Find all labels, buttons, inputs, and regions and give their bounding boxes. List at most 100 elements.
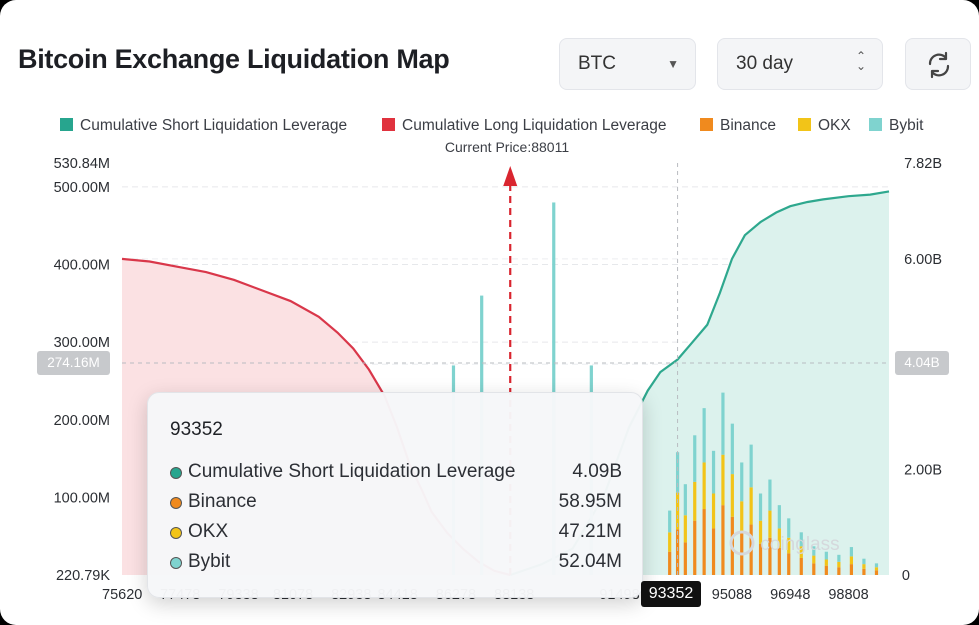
- legend-binance[interactable]: Binance: [700, 117, 776, 135]
- bybit-bar: [702, 408, 706, 463]
- tooltip-row-short: Cumulative Short Liquidation Leverage 4.0…: [170, 461, 622, 485]
- binance-bar: [711, 528, 716, 575]
- page-title: Bitcoin Exchange Liquidation Map: [18, 44, 450, 74]
- binance-bar: [874, 570, 879, 575]
- binance-bar: [683, 542, 687, 575]
- y-left-tick-label: 500.00M: [54, 180, 110, 196]
- bybit-bar: [552, 202, 556, 575]
- watermark-logo: [729, 530, 755, 556]
- bybit-bar: [777, 505, 781, 529]
- x-tick-label: 98808: [828, 587, 868, 603]
- bybit-bar: [730, 423, 734, 475]
- tooltip-row-binance: Binance 58.95M: [170, 491, 622, 515]
- legend-long-cumulative[interactable]: Cumulative Long Liquidation Leverage: [382, 117, 667, 135]
- binance-bar: [693, 520, 697, 575]
- tooltip-dot: [170, 557, 182, 569]
- bybit-bar: [874, 563, 879, 568]
- short-cumulative-area: [510, 191, 889, 575]
- watermark-text: coinglass: [760, 534, 839, 555]
- symbol-select[interactable]: BTC ▼: [559, 38, 696, 90]
- current-price-label: Current Price:88011: [444, 139, 570, 155]
- okx-bar: [777, 528, 781, 548]
- chart-tooltip: 93352 Cumulative Short Liquidation Lever…: [147, 392, 643, 598]
- binance-bar: [721, 505, 725, 575]
- tooltip-dot: [170, 497, 182, 509]
- y-left-tick-label: 200.00M: [54, 413, 110, 429]
- legend-short-cumulative[interactable]: Cumulative Short Liquidation Leverage: [60, 117, 347, 135]
- okx-bar: [668, 532, 672, 552]
- bybit-bar: [758, 493, 763, 521]
- okx-bar: [740, 501, 744, 533]
- okx-bar: [874, 567, 879, 571]
- bybit-bar: [824, 551, 828, 560]
- bybit-bar: [693, 435, 697, 482]
- binance-bar: [837, 567, 841, 575]
- y-left-top-label: 530.84M: [54, 156, 110, 172]
- bybit-bar: [675, 452, 680, 493]
- symbol-select-value: BTC: [578, 53, 616, 74]
- bybit-bar: [740, 462, 744, 502]
- tooltip-row-okx: OKX 47.21M: [170, 521, 622, 545]
- bybit-bar: [799, 532, 803, 547]
- tooltip-dot: [170, 467, 182, 479]
- chart-legend: Cumulative Short Liquidation Leverage Cu…: [0, 117, 979, 137]
- tooltip-dot: [170, 527, 182, 539]
- binance-bar: [799, 557, 803, 575]
- y-right-tick-label: 2.00B: [904, 463, 942, 479]
- bybit-bar: [862, 558, 866, 565]
- binance-bar: [668, 551, 672, 575]
- y-left-tick-label: 100.00M: [54, 490, 110, 506]
- tooltip-title: 93352: [170, 419, 223, 440]
- chevron-down-icon: ▼: [667, 57, 679, 71]
- binance-bar: [849, 564, 854, 575]
- binance-bar: [812, 563, 816, 575]
- okx-bar: [824, 559, 828, 566]
- bybit-bar: [721, 392, 725, 455]
- bybit-bar: [668, 510, 672, 533]
- range-select[interactable]: 30 day ⌃ ⌄: [717, 38, 883, 90]
- x-tick-label: 96948: [770, 587, 810, 603]
- current-price-arrow: [503, 166, 518, 186]
- range-select-value: 30 day: [736, 53, 794, 74]
- x-tick-label: 75620: [102, 587, 142, 603]
- y-right-top-label: 7.82B: [904, 156, 942, 172]
- y-left-tick-label: 400.00M: [54, 258, 110, 274]
- crosshair-x-value: 93352: [641, 581, 701, 607]
- bybit-bar: [849, 547, 854, 557]
- okx-bar: [837, 561, 841, 568]
- okx-bar: [749, 487, 753, 525]
- binance-bar: [787, 553, 791, 575]
- bybit-bar: [812, 546, 816, 556]
- bybit-bar: [787, 518, 791, 538]
- okx-bar: [702, 462, 706, 510]
- bybit-bar: [768, 479, 772, 511]
- refresh-button[interactable]: [905, 38, 971, 90]
- tooltip-row-bybit: Bybit 52.04M: [170, 551, 622, 575]
- okx-bar: [768, 510, 772, 538]
- bybit-bar: [711, 450, 716, 494]
- binance-bar: [824, 565, 828, 575]
- okx-bar: [849, 556, 854, 565]
- legend-bybit[interactable]: Bybit: [869, 117, 923, 135]
- binance-bar: [862, 568, 866, 575]
- binance-bar: [702, 509, 706, 575]
- okx-bar: [711, 493, 716, 529]
- binance-bar: [675, 529, 680, 575]
- legend-okx[interactable]: OKX: [798, 117, 851, 135]
- okx-bar: [758, 520, 763, 544]
- crosshair-right-value: 4.04B: [895, 351, 949, 375]
- x-tick-label: 95088: [712, 587, 752, 603]
- up-down-arrows-icon: ⌃ ⌄: [855, 49, 866, 73]
- bybit-bar: [683, 484, 687, 516]
- refresh-icon: [928, 51, 950, 79]
- binance-bar: [777, 547, 781, 575]
- bybit-bar: [749, 444, 753, 488]
- okx-bar: [787, 537, 791, 554]
- okx-bar: [812, 555, 816, 564]
- y-right-tick-label: 6.00B: [904, 252, 942, 268]
- okx-bar: [730, 474, 734, 517]
- y-left-tick-label: 220.79K: [56, 568, 110, 584]
- okx-bar: [693, 481, 697, 521]
- okx-bar: [683, 515, 687, 543]
- binance-bar: [768, 537, 772, 575]
